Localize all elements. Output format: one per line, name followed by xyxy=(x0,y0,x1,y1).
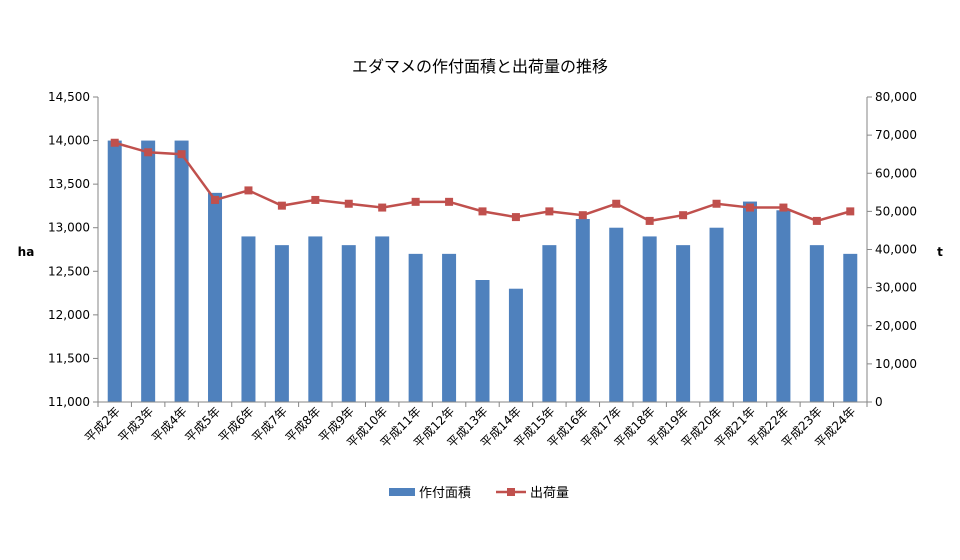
bar xyxy=(609,227,624,402)
bar xyxy=(676,245,691,402)
line-point xyxy=(812,216,821,225)
y-right-tick-label: 60,000 xyxy=(875,166,917,180)
line-point xyxy=(612,199,621,208)
bar xyxy=(442,253,457,402)
x-tick-label: 平成6年 xyxy=(216,404,257,445)
y-left-unit-label: ha xyxy=(18,245,35,259)
y-right-tick-label: 50,000 xyxy=(875,204,917,218)
y-right-unit-label: t xyxy=(937,245,943,259)
y-left-tick-label: 13,000 xyxy=(48,221,90,235)
line-point xyxy=(478,207,487,216)
bar-series-layer xyxy=(107,140,858,402)
bar xyxy=(809,245,824,402)
legend-label-area: 作付面積 xyxy=(419,486,471,501)
bar xyxy=(642,236,657,402)
line-point xyxy=(745,203,754,212)
line-point xyxy=(110,138,119,147)
line-point xyxy=(679,211,688,220)
y-right-tick-label: 20,000 xyxy=(875,319,917,333)
line-point xyxy=(311,195,320,204)
y-left-tick-label: 11,000 xyxy=(48,395,90,409)
x-tick-label: 平成8年 xyxy=(283,404,324,445)
bar xyxy=(408,253,423,402)
x-tick-label: 平成5年 xyxy=(182,404,223,445)
chart-title: エダマメの作付面積と出荷量の推移 xyxy=(352,57,608,76)
line-point xyxy=(144,148,153,157)
bar xyxy=(375,236,390,402)
bar xyxy=(542,245,557,402)
y-left-tick-label: 14,500 xyxy=(48,90,90,104)
bar xyxy=(107,140,122,402)
bar xyxy=(776,210,791,402)
legend-swatch-marker xyxy=(507,488,515,496)
line-point xyxy=(779,203,788,212)
y-left-tick-label: 11,500 xyxy=(48,351,90,365)
bar xyxy=(843,253,858,402)
legend-swatch-bar xyxy=(389,488,415,496)
y-right-tick-label: 40,000 xyxy=(875,243,917,257)
bar xyxy=(475,280,490,402)
bar xyxy=(709,227,724,402)
line-point xyxy=(445,197,454,206)
bar xyxy=(742,201,757,402)
line-point xyxy=(511,213,520,222)
line-point xyxy=(578,211,587,220)
line-point xyxy=(545,207,554,216)
line-series-layer xyxy=(110,138,855,225)
x-tick-label: 平成4年 xyxy=(149,404,190,445)
line-point xyxy=(277,201,286,210)
x-tick-label: 平成7年 xyxy=(249,404,290,445)
bar xyxy=(575,219,590,402)
y-left-tick-label: 12,000 xyxy=(48,308,90,322)
bar xyxy=(341,245,356,402)
bar xyxy=(508,288,523,402)
line-point xyxy=(712,199,721,208)
line-point xyxy=(244,186,253,195)
y-right-tick-label: 10,000 xyxy=(875,357,917,371)
y-right-tick-label: 80,000 xyxy=(875,90,917,104)
line-point xyxy=(378,203,387,212)
y-left-tick-label: 12,500 xyxy=(48,264,90,278)
bar xyxy=(274,245,289,402)
y-left-tick-label: 14,000 xyxy=(48,134,90,148)
line-point xyxy=(344,199,353,208)
y-right-tick-label: 0 xyxy=(875,395,883,409)
bar xyxy=(308,236,323,402)
bar xyxy=(141,140,156,402)
x-tick-label: 平成2年 xyxy=(82,404,123,445)
x-tick-label: 平成3年 xyxy=(116,404,157,445)
line-point xyxy=(645,216,654,225)
y-right-tick-label: 70,000 xyxy=(875,128,917,142)
y-left-tick-label: 13,500 xyxy=(48,177,90,191)
line-point xyxy=(846,207,855,216)
legend: 作付面積 出荷量 xyxy=(389,486,569,501)
bar xyxy=(174,140,189,402)
y-right-tick-label: 30,000 xyxy=(875,281,917,295)
line-point xyxy=(211,195,220,204)
bar xyxy=(208,192,223,402)
legend-label-shipment: 出荷量 xyxy=(530,486,569,501)
line-point xyxy=(411,197,420,206)
bar xyxy=(241,236,256,402)
line-point xyxy=(177,150,186,159)
